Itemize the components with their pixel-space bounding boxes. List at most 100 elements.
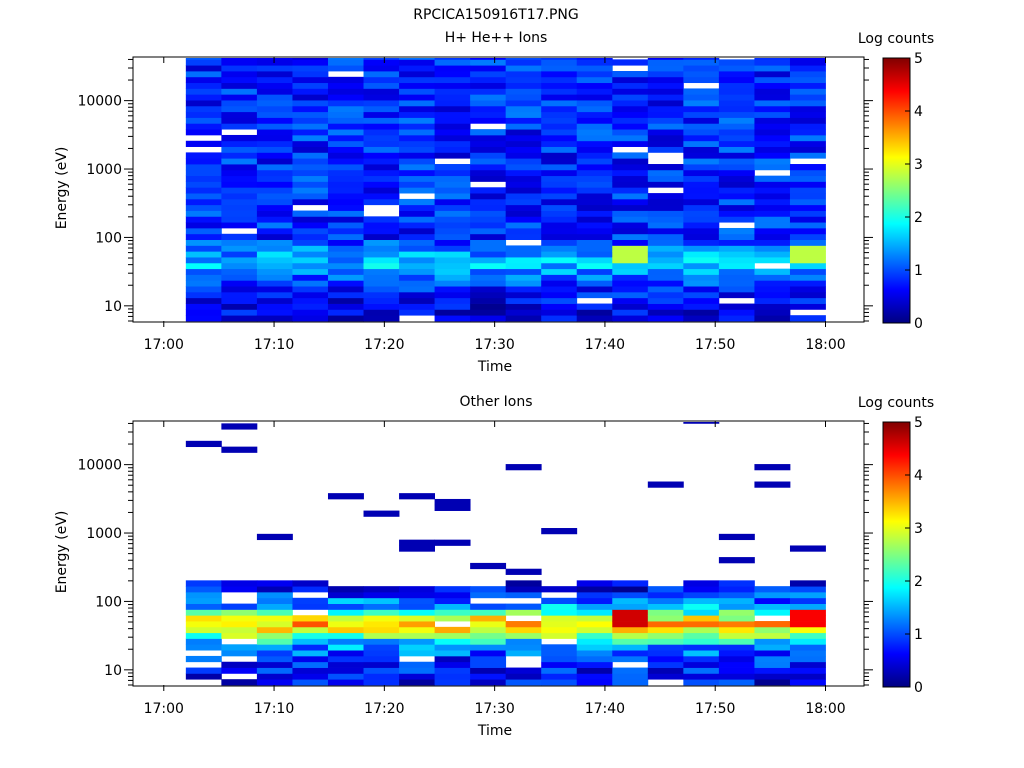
heatmap-cell bbox=[505, 274, 542, 281]
heatmap-cell bbox=[647, 129, 684, 136]
heatmap-cell bbox=[754, 303, 791, 310]
heatmap-cell bbox=[683, 609, 720, 616]
heatmap-cell bbox=[754, 111, 791, 118]
heatmap-cell bbox=[718, 169, 755, 177]
heatmap-cell bbox=[541, 661, 578, 668]
heatmap-cell bbox=[363, 679, 400, 686]
heatmap-cell bbox=[363, 268, 400, 275]
panel-title-h-he: H+ He++ Ions bbox=[445, 30, 548, 46]
heatmap-cell bbox=[399, 303, 435, 310]
heatmap-cell bbox=[541, 100, 578, 107]
heatmap-cell bbox=[256, 679, 293, 686]
heatmap-cell bbox=[256, 533, 293, 541]
heatmap-cell bbox=[327, 650, 364, 657]
axes-other: 17:00 17:10 17:20 17:30 17:40 17:50 18:00 10 100… bbox=[77, 421, 873, 717]
heatmap-cell bbox=[292, 315, 329, 322]
x-tick-label: 17:40 bbox=[585, 337, 625, 353]
heatmap-cell bbox=[576, 257, 613, 264]
heatmap-cell bbox=[292, 71, 329, 78]
panel-other-ions: Other Ions Log counts Energy (eV) Time 1… bbox=[54, 394, 934, 739]
heatmap-cell bbox=[470, 679, 507, 686]
heatmap-cell bbox=[185, 94, 222, 101]
heatmap-cell bbox=[470, 268, 507, 275]
heatmap-cell bbox=[754, 117, 791, 124]
heatmap-cell bbox=[718, 274, 755, 281]
heatmap-cell bbox=[221, 134, 258, 142]
heatmap-cell bbox=[541, 632, 578, 639]
heatmap-cell bbox=[292, 216, 329, 223]
x-tick-label: 17:40 bbox=[585, 701, 625, 717]
heatmap-cell bbox=[754, 481, 791, 488]
heatmap-cell bbox=[647, 303, 684, 310]
heatmap-cell bbox=[292, 638, 329, 645]
heatmap-cell bbox=[185, 59, 222, 66]
heatmap-cell bbox=[292, 603, 329, 610]
heatmap-cell bbox=[505, 464, 542, 471]
heatmap-cell bbox=[683, 187, 720, 194]
heatmap-cell bbox=[327, 638, 364, 645]
heatmap-cell bbox=[434, 257, 471, 264]
heatmap-cell bbox=[647, 280, 684, 287]
heatmap-cell bbox=[221, 105, 258, 113]
heatmap-cell bbox=[221, 117, 258, 124]
heatmap-cell bbox=[541, 679, 578, 686]
heatmap-cell bbox=[256, 609, 293, 616]
heatmap-cell bbox=[256, 638, 293, 645]
heatmap-cell bbox=[185, 88, 222, 95]
heatmap-cell bbox=[185, 100, 222, 107]
heatmap-cell bbox=[647, 123, 684, 130]
heatmap-cell bbox=[434, 673, 471, 680]
heatmap-cell bbox=[718, 262, 755, 270]
heatmap-cell bbox=[399, 545, 435, 552]
heatmap-cell bbox=[789, 181, 826, 188]
heatmap-cell bbox=[576, 274, 613, 281]
heatmap-cell bbox=[292, 262, 329, 270]
heatmap-cell bbox=[256, 597, 293, 604]
heatmap-cell bbox=[327, 615, 364, 622]
heatmap-cell bbox=[647, 82, 684, 89]
x-tick-label: 17:10 bbox=[254, 701, 294, 717]
heatmap-cell bbox=[683, 210, 720, 217]
heatmap-cell bbox=[754, 661, 791, 668]
heatmap-cell bbox=[399, 539, 435, 546]
heatmap-cell bbox=[256, 233, 293, 240]
heatmap-cell bbox=[434, 644, 471, 651]
heatmap-cell bbox=[754, 222, 791, 229]
y-tick-label: 100 bbox=[95, 594, 122, 610]
heatmap-cell bbox=[541, 88, 578, 95]
heatmap-cell bbox=[647, 216, 684, 223]
heatmap-cell bbox=[327, 210, 364, 217]
heatmap-cell bbox=[363, 65, 400, 72]
heatmap-cell bbox=[399, 268, 435, 275]
heatmap-cell bbox=[683, 591, 720, 599]
heatmap-cell bbox=[541, 82, 578, 89]
heatmap-cell bbox=[612, 82, 649, 89]
heatmap-cell bbox=[576, 245, 613, 252]
heatmap-cell bbox=[327, 679, 364, 686]
heatmap-cell bbox=[789, 655, 826, 663]
heatmap-cell bbox=[789, 638, 826, 645]
heatmap-cell bbox=[718, 76, 755, 84]
heatmap-cell bbox=[683, 667, 720, 674]
heatmap-cell bbox=[292, 268, 329, 275]
heatmap-cell bbox=[363, 227, 400, 235]
heatmap-cell bbox=[541, 655, 578, 663]
heatmap-cell bbox=[292, 193, 329, 200]
heatmap-cell bbox=[327, 59, 364, 66]
heatmap-cell bbox=[327, 227, 364, 235]
heatmap-cell bbox=[576, 187, 613, 194]
heatmap-cell bbox=[647, 626, 684, 634]
heatmap-cell bbox=[221, 152, 258, 159]
heatmap-cell bbox=[256, 175, 293, 182]
heatmap-cell bbox=[754, 597, 791, 604]
heatmap-cell bbox=[683, 169, 720, 177]
heatmap-cell bbox=[221, 233, 258, 240]
heatmap-cell bbox=[754, 105, 791, 113]
heatmap-cell bbox=[683, 586, 720, 593]
heatmap-cell bbox=[612, 609, 649, 616]
heatmap-cell bbox=[221, 58, 258, 60]
figure-title: RPCICA150916T17.PNG bbox=[413, 7, 578, 23]
heatmap-cell bbox=[185, 638, 222, 645]
heatmap-cell bbox=[399, 152, 435, 159]
heatmap-cell bbox=[541, 204, 578, 211]
